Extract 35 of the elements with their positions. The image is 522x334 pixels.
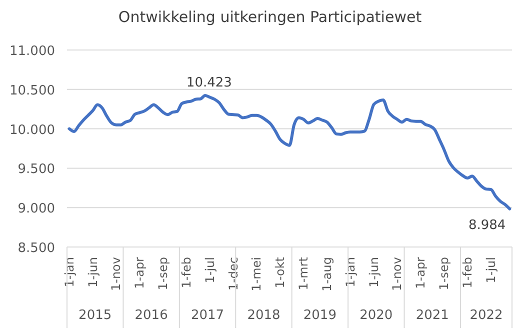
- y-tick-label: 10.500: [10, 83, 55, 98]
- line-series: [68, 94, 512, 210]
- text: 2020: [360, 308, 393, 323]
- text: 2022: [470, 308, 503, 323]
- x-tick-label: 1-mei: [250, 257, 264, 292]
- x-tick-label: 1-feb: [460, 257, 474, 288]
- x-tick-label: 1-jul: [484, 257, 498, 284]
- text: 2015: [78, 308, 112, 323]
- x-tick-label: 1-mrt: [296, 256, 311, 290]
- x-tick-label: 1-sep: [437, 257, 452, 290]
- x-tick-label: 1-jun: [366, 257, 381, 288]
- x-tick-label: 1-jun: [86, 257, 100, 288]
- data-label: 8.984: [468, 218, 506, 233]
- y-tick-label: 9.500: [18, 162, 55, 178]
- x-tick-label: 1-feb: [179, 257, 194, 288]
- x-tick-label: 1-sep: [156, 257, 170, 290]
- chart-title: Ontwikkeling uitkeringen Participatiewet: [118, 8, 422, 26]
- text: 2018: [247, 308, 280, 323]
- data-label: 10.423: [186, 75, 232, 90]
- text: 2021: [416, 308, 449, 323]
- text: 2017: [190, 308, 224, 323]
- y-tick-label: 9.000: [18, 202, 55, 217]
- x-tick-label: 1-apr: [132, 256, 147, 289]
- x-tick-label: 1-nov: [109, 257, 124, 292]
- x-tick-label: 1-jul: [202, 257, 217, 284]
- text: 2016: [134, 308, 168, 323]
- x-tick-label: 1-dec: [226, 257, 240, 291]
- x-tick-label: 1-aug: [320, 257, 334, 292]
- text: 2019: [303, 308, 336, 323]
- x-tick-label: 1-nov: [390, 257, 404, 292]
- y-tick-label: 10.000: [10, 122, 55, 138]
- y-tick-label: 11.000: [10, 44, 55, 59]
- y-tick-label: 8.500: [18, 241, 55, 256]
- x-tick-label: 1-okt: [273, 256, 288, 288]
- x-tick-label: 1-apr: [414, 256, 428, 289]
